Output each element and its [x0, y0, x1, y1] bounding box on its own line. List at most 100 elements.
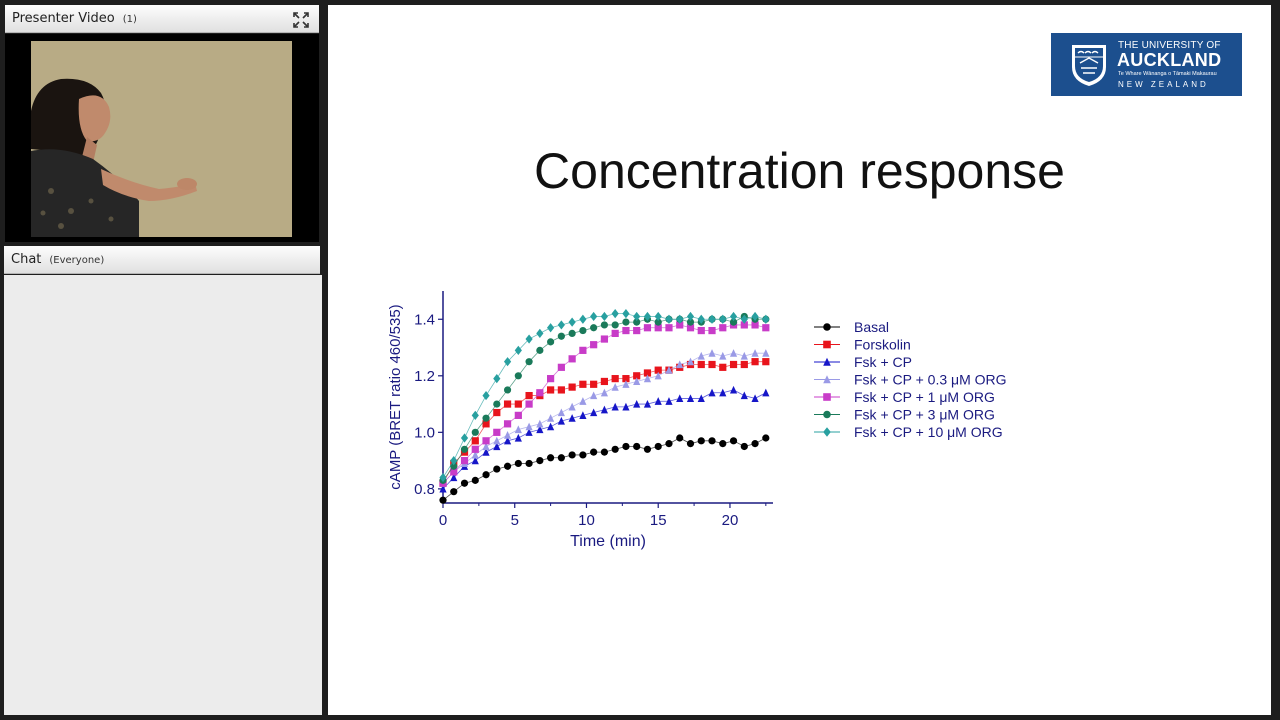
data-point	[823, 357, 831, 366]
data-point	[708, 437, 716, 445]
data-point	[686, 394, 695, 403]
data-point	[579, 451, 587, 459]
data-point	[525, 391, 533, 400]
data-point	[493, 442, 501, 451]
data-point	[622, 309, 630, 319]
data-point	[633, 442, 641, 451]
data-point	[654, 371, 662, 380]
data-point	[643, 369, 652, 377]
data-point	[719, 314, 727, 324]
data-point	[665, 440, 673, 448]
left-panel: Presenter Video (1) 09-137	[0, 0, 324, 720]
data-point	[514, 459, 522, 468]
data-point	[503, 386, 512, 394]
legend-item: Fsk + CP + 3 μM ORG	[814, 407, 995, 423]
chat-header: Chat (Everyone)	[4, 246, 320, 274]
logo-line-3: Te Whare Wānanga o Tāmaki Makaurau	[1118, 71, 1217, 77]
data-point	[450, 473, 458, 482]
data-point	[536, 457, 544, 465]
concentration-response-chart: 0 5 10 15 20 0.8 1.0 1.2 1.4 Time (min) cAMP (BR…	[387, 291, 1007, 550]
data-point	[450, 456, 458, 466]
presenter-video[interactable]: 09-137	[5, 34, 319, 266]
data-point	[547, 375, 555, 383]
data-point	[719, 351, 727, 360]
data-point	[557, 408, 565, 417]
data-point	[823, 393, 831, 401]
data-point	[460, 433, 469, 443]
data-point	[654, 442, 662, 451]
data-point	[762, 358, 770, 366]
data-point	[686, 440, 695, 448]
data-point	[686, 311, 695, 322]
y-tick-label: 1.0	[414, 424, 435, 441]
data-point	[471, 450, 479, 459]
data-point	[514, 425, 522, 434]
data-point	[751, 311, 759, 322]
data-point	[493, 400, 501, 408]
chat-audience[interactable]: (Everyone)	[49, 255, 105, 266]
data-point	[740, 314, 748, 324]
data-point	[493, 428, 501, 436]
data-point	[557, 332, 565, 340]
data-point	[579, 411, 587, 419]
data-point	[622, 402, 630, 411]
data-point	[590, 324, 598, 332]
data-point	[719, 324, 727, 332]
data-point	[633, 399, 641, 408]
data-point	[762, 324, 770, 332]
chat-title: Chat (Everyone)	[11, 252, 104, 267]
data-point	[686, 318, 695, 326]
data-point	[622, 318, 630, 326]
data-point	[676, 394, 684, 403]
data-point	[503, 431, 512, 439]
chat-title-text: Chat	[11, 252, 42, 267]
data-point	[450, 468, 458, 476]
data-point	[503, 420, 512, 428]
data-point	[719, 440, 727, 448]
data-point	[676, 360, 684, 369]
legend-item: Basal	[814, 319, 889, 335]
fullscreen-icon[interactable]	[293, 12, 309, 28]
data-point	[600, 448, 609, 456]
data-point	[471, 456, 479, 465]
data-point	[493, 436, 501, 445]
data-point	[471, 437, 479, 445]
data-point	[557, 454, 565, 462]
data-point	[557, 386, 565, 394]
series-0	[439, 434, 770, 504]
legend-label: Fsk + CP + 3 μM ORG	[854, 407, 995, 423]
data-point	[697, 360, 705, 369]
data-point	[665, 366, 673, 374]
data-point	[622, 442, 630, 451]
data-point	[579, 346, 587, 354]
presenter-silhouette	[31, 41, 292, 237]
x-tick-label: 10	[578, 512, 595, 529]
y-axis-label: cAMP (BRET ratio 460/535)	[387, 304, 404, 489]
crest-icon	[1072, 45, 1106, 86]
legend-label: Fsk + CP + 0.3 μM ORG	[854, 372, 1007, 388]
data-point	[547, 338, 555, 346]
legend-item: Fsk + CP + 1 μM ORG	[814, 389, 995, 405]
data-point	[568, 355, 576, 363]
series-4	[439, 321, 770, 487]
chat-messages-area[interactable]	[4, 275, 322, 715]
x-tick-label: 15	[650, 512, 667, 529]
data-point	[633, 326, 641, 335]
data-point	[697, 394, 705, 403]
data-point	[697, 326, 705, 335]
data-point	[514, 411, 522, 419]
data-point	[622, 380, 630, 388]
presenter-video-title-text: Presenter Video	[12, 11, 115, 26]
data-point	[590, 311, 598, 322]
data-point	[536, 419, 544, 428]
data-point	[740, 360, 748, 369]
series-3	[439, 349, 770, 487]
data-point	[676, 314, 684, 324]
data-point	[708, 349, 716, 357]
data-point	[611, 383, 619, 391]
legend-label: Forskolin	[854, 337, 911, 353]
data-point	[525, 400, 533, 408]
university-logo: THE UNIVERSITY OF AUCKLAND Te Whare Wāna…	[1051, 33, 1242, 96]
series-line	[442, 324, 766, 484]
data-point	[568, 383, 576, 391]
